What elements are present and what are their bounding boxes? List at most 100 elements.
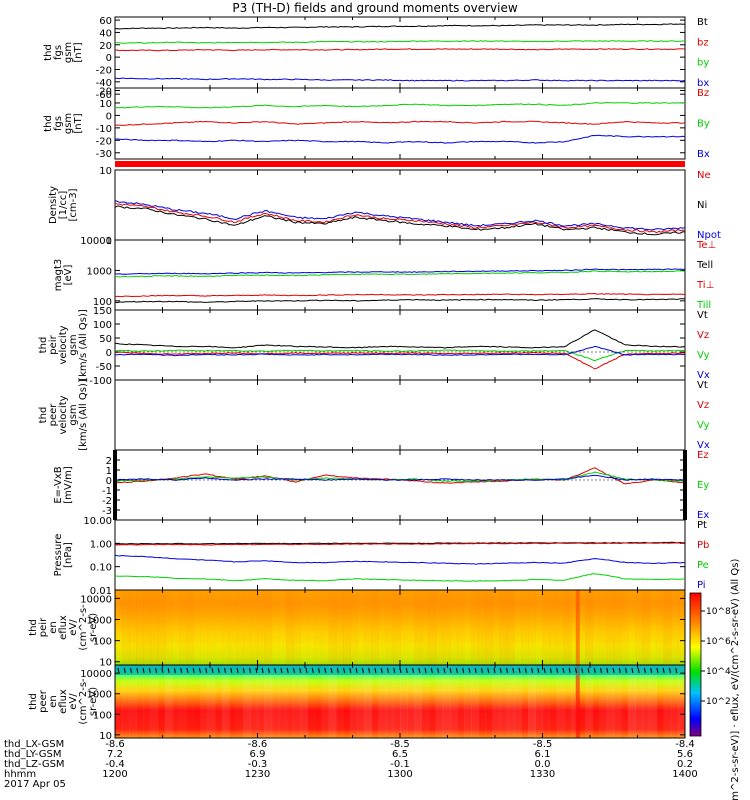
- electron-spectrogram-stripe: [478, 665, 486, 738]
- fgs-dsl-ytick-label: 10: [99, 99, 112, 110]
- electron-velocity-ylabel: gsm: [68, 404, 79, 425]
- fgs-series-bt: [114, 23, 686, 30]
- electron-spectrogram-tick-mark: [593, 667, 596, 674]
- fgs-dsl-ytick-label: -20: [96, 136, 112, 147]
- electron-spectrogram-stripe: [585, 665, 593, 738]
- electron-spectrogram-tick-mark: [161, 667, 164, 674]
- ion-spectrogram-stripe: [606, 590, 615, 665]
- electron-spectrogram-stripe: [271, 665, 280, 738]
- ion-spectrogram-stripe: [407, 590, 415, 665]
- legend-density-0: Ne: [697, 170, 711, 181]
- electron-spectrogram-stripe: [428, 665, 437, 738]
- fgs-ylabel: gsm: [63, 42, 74, 63]
- electron-spectrogram-tick-mark: [236, 667, 239, 674]
- electron-spectrogram-ylabel: thd: [28, 693, 39, 710]
- electron-velocity-ylabel: [km/s (All Qs)]: [78, 379, 89, 451]
- electron-spectrogram-tick-mark: [412, 667, 415, 674]
- ion-spectrogram-stripe: [243, 590, 251, 665]
- electron-spectrogram-stripe: [378, 665, 387, 738]
- electron-spectrogram-tick-mark: [568, 667, 571, 674]
- electron-spectrogram-tick-mark: [148, 667, 151, 674]
- legend-fgs-dsl-1: By: [697, 119, 710, 130]
- electron-spectrogram-stripe: [343, 665, 351, 738]
- electron-spectrogram-tick-mark: [643, 667, 646, 674]
- electron-spectrogram-tick-mark: [180, 667, 183, 674]
- electron-spectrogram-tick-mark: [142, 667, 145, 674]
- density-ytick-label: 1: [106, 236, 112, 247]
- ion-spectrogram-stripe: [549, 590, 558, 665]
- ion-spectrogram-stripe: [478, 590, 486, 665]
- electron-spectrogram-stripe: [542, 665, 551, 738]
- electron-spectrogram-stripe: [300, 665, 308, 738]
- pressure-ylabel: [nPa]: [63, 542, 74, 568]
- electron-spectrogram-stripe: [442, 665, 451, 738]
- fgs-dsl-ytick-label: 20: [99, 86, 112, 97]
- electron-spectrogram-stripe: [250, 665, 258, 738]
- fgs-ylabel: fgs: [53, 45, 64, 60]
- ion-spectrogram-stripe: [585, 590, 593, 665]
- electron-spectrogram-stripe: [172, 665, 180, 738]
- electron-spectrogram-stripe: [535, 665, 543, 738]
- electron-spectrogram-stripe: [528, 665, 536, 738]
- ion-spectrogram-stripe: [492, 590, 501, 665]
- legend-ion-velocity-3: Vx: [697, 370, 710, 381]
- ion-spectrogram-stripe: [271, 590, 280, 665]
- electron-spectrogram-stripe: [357, 665, 365, 738]
- electron-spectrogram-stripe: [578, 665, 586, 738]
- electron-spectrogram-stripe: [635, 665, 643, 738]
- legend-fgs-1: bz: [697, 37, 709, 48]
- electron-spectrogram-tick-mark: [480, 667, 483, 674]
- electron-spectrogram-tick-mark: [361, 667, 364, 674]
- electron-spectrogram-tick-mark: [374, 667, 377, 674]
- ion-spectrogram-ylabel: thd: [28, 619, 39, 636]
- electron-spectrogram-tick-mark: [493, 667, 496, 674]
- efield-left-bar: [113, 450, 117, 520]
- ion-spectrogram-stripe: [136, 590, 144, 665]
- ion-spectrogram-stripe: [221, 590, 230, 665]
- electron-spectrogram-stripe: [506, 665, 515, 738]
- efield-ytick-label: 2: [106, 456, 112, 467]
- electron-spectrogram-stripe: [606, 665, 615, 738]
- electron-spectrogram-stripe: [371, 665, 380, 738]
- electron-spectrogram-stripe: [471, 665, 479, 738]
- ion-spectrogram-stripe: [115, 590, 123, 665]
- electron-spectrogram-tick-mark: [186, 667, 189, 674]
- density-ylabel: [cm-3]: [68, 188, 79, 221]
- electron-spectrogram-tick-mark: [117, 667, 120, 674]
- ion-spectrogram-stripe: [164, 590, 173, 665]
- electron-spectrogram-tick-mark: [324, 667, 327, 674]
- efield-series-ey: [114, 471, 685, 482]
- ion-spectrogram-stripe: [328, 590, 337, 665]
- ion-spectrogram-stripe: [414, 590, 422, 665]
- ion-velocity-ylabel: [km/s (All Qs)]: [78, 309, 89, 381]
- xaxis-value: 0.2: [677, 759, 693, 770]
- electron-spectrogram-stripe: [400, 665, 408, 738]
- efield-right-bar: [683, 450, 687, 520]
- ion-velocity-ytick-label: -50: [96, 362, 112, 373]
- electron-spectrogram-tick-mark: [637, 667, 640, 674]
- electron-spectrogram-tick-mark: [242, 667, 245, 674]
- colorbar: 10^8 10^6 10^4 10^2 [eV/(cm^2-s-sr-eV)] · ef…: [689, 559, 741, 800]
- legend-ion-velocity-1: Vz: [697, 330, 709, 341]
- electron-spectrogram-ylabel: eV/: [68, 693, 79, 710]
- mom-temp-ytick-label: 1000: [87, 266, 112, 277]
- electron-spectrogram-stripe: [328, 665, 337, 738]
- ion-spectrogram-ylabel: eV/: [68, 619, 79, 636]
- fgs-ytick-label: -40: [96, 78, 112, 89]
- electron-spectrogram-tick-mark: [167, 667, 170, 674]
- electron-spectrogram-tick-mark: [606, 667, 609, 674]
- electron-spectrogram-tick-mark: [136, 667, 139, 674]
- electron-spectrogram-tick-mark: [468, 667, 471, 674]
- electron-spectrogram-tick-mark: [574, 667, 577, 674]
- electron-spectrogram-stripe: [663, 665, 672, 738]
- electron-spectrogram-tick-mark: [531, 667, 534, 674]
- ion-spectrogram-stripe: [321, 590, 330, 665]
- electron-spectrogram-stripe: [449, 665, 458, 738]
- electron-spectrogram-stripe: [414, 665, 422, 738]
- ion-spectrogram-stripe: [172, 590, 180, 665]
- electron-spectrogram-stripe: [293, 665, 301, 738]
- electron-spectrogram-tick-mark: [518, 667, 521, 674]
- electron-spectrogram-ylabel: sr-eV): [88, 687, 99, 716]
- legend-mom-temp-2: Ti⊥: [696, 280, 714, 291]
- legend-pressure-0: Pt: [697, 520, 707, 531]
